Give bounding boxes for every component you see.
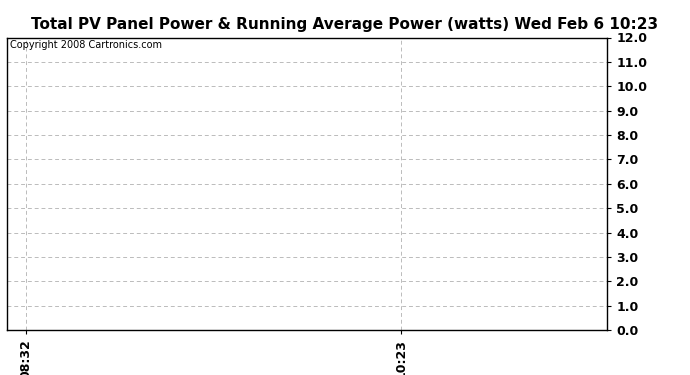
Text: Total PV Panel Power & Running Average Power (watts) Wed Feb 6 10:23: Total PV Panel Power & Running Average P… [32, 17, 658, 32]
Text: Copyright 2008 Cartronics.com: Copyright 2008 Cartronics.com [10, 40, 162, 50]
